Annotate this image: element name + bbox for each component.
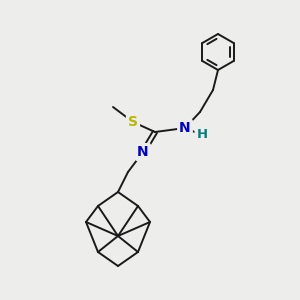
Text: S: S xyxy=(128,115,138,129)
Text: H: H xyxy=(196,128,208,142)
Text: N: N xyxy=(179,121,191,135)
Text: N: N xyxy=(137,145,149,159)
